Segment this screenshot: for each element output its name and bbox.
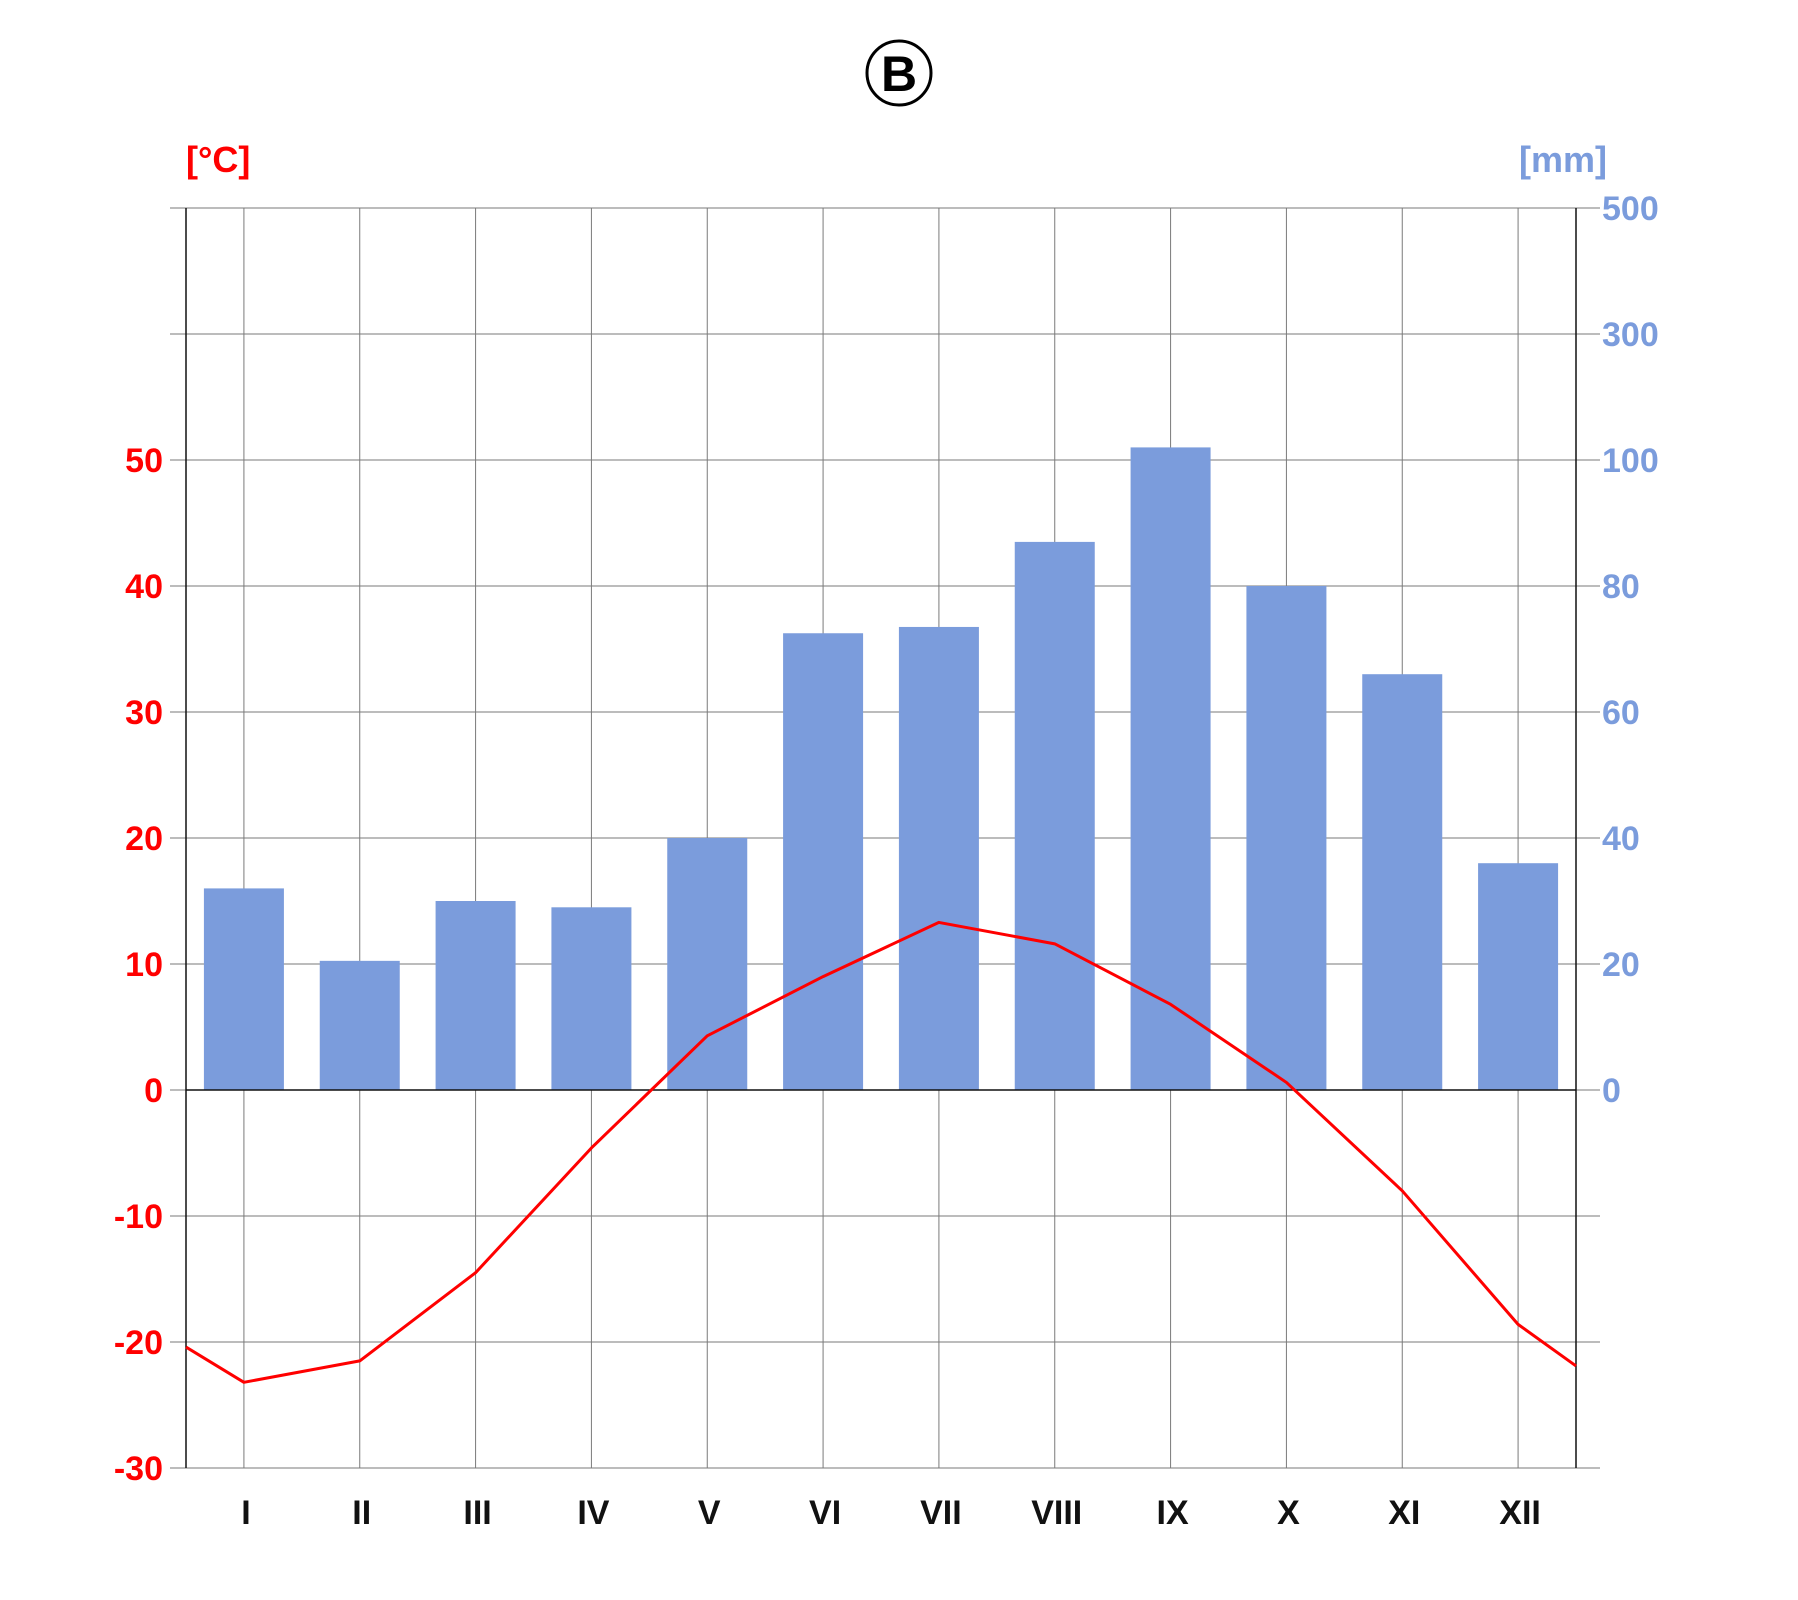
axes [185,208,1577,1468]
precipitation-bar [898,626,979,1090]
month-label: IV [577,1494,609,1532]
month-label: VIII [1031,1494,1082,1532]
left-tick-label: 20 [125,820,163,858]
panel-letter: B [881,46,917,102]
left-tick-label: -10 [114,1198,163,1236]
right-axis-unit: [mm] [1519,139,1607,180]
left-tick-label: 50 [125,442,163,480]
month-label: I [241,1494,250,1532]
precipitation-bar [319,960,400,1090]
month-label: II [352,1494,371,1532]
right-tick-label: 100 [1602,442,1659,480]
right-tick-label: 20 [1602,946,1640,984]
panel-badge: B [865,39,933,107]
left-tick-label: 30 [125,694,163,732]
right-tick-label: 300 [1602,316,1659,354]
left-tick-label: -20 [114,1324,163,1362]
precipitation-bar [1014,541,1095,1090]
month-label: III [463,1494,491,1532]
month-label: VII [920,1494,962,1532]
left-tick-label: 0 [144,1072,163,1110]
right-tick-label: 40 [1602,820,1640,858]
panel-badge-circle [865,39,933,107]
left-axis-unit: [°C] [186,139,250,180]
right-tick-label: 0 [1602,1072,1621,1110]
right-tick-label: 80 [1602,568,1640,606]
precipitation-bar [203,888,284,1090]
precipitation-bar [667,838,748,1090]
precipitation-bars [203,447,1559,1090]
precipitation-bar [551,907,632,1090]
precipitation-bar [783,633,864,1090]
precipitation-bar [1362,674,1443,1090]
precipitation-bar [1478,863,1559,1090]
precipitation-bar [435,901,516,1090]
right-tick-label: 60 [1602,694,1640,732]
month-label: XII [1499,1494,1541,1532]
month-label: VI [809,1494,841,1532]
month-label: V [698,1494,721,1532]
left-tick-label: 40 [125,568,163,606]
temperature-line-path [185,920,1577,1384]
right-tick-label: 500 [1602,190,1659,228]
month-label: IX [1157,1494,1189,1532]
precipitation-bar [1246,586,1327,1090]
left-tick-label: 10 [125,946,163,984]
temperature-line [185,920,1577,1384]
left-tick-label: -30 [114,1450,163,1488]
precipitation-bar [1130,447,1211,1090]
month-label: X [1277,1494,1300,1532]
month-label: XI [1388,1494,1420,1532]
